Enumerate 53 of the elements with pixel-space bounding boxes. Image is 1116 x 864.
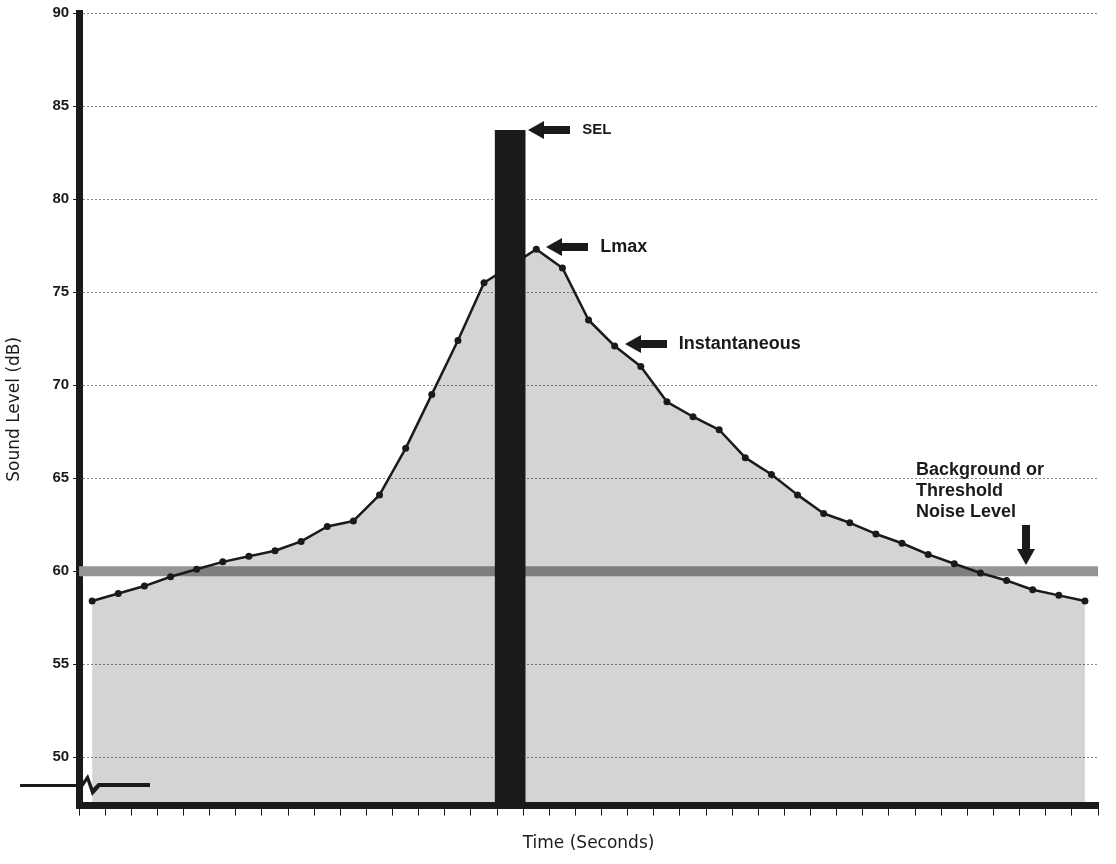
point — [898, 539, 906, 547]
point — [532, 245, 540, 253]
annotation: SEL — [582, 120, 612, 138]
ref-line-label: Background or Threshold Noise Level — [916, 459, 1045, 522]
point — [349, 517, 357, 525]
y-axis-title: Sound Level (dB) — [2, 336, 23, 482]
point — [271, 547, 279, 555]
point — [1029, 586, 1037, 594]
point — [585, 316, 593, 324]
point — [167, 573, 175, 581]
point — [140, 582, 148, 590]
point — [689, 413, 697, 421]
point — [428, 390, 436, 398]
point — [454, 336, 462, 344]
point — [924, 550, 932, 558]
point — [323, 523, 331, 531]
y-tick-label: 65 — [52, 468, 70, 486]
point — [715, 426, 723, 434]
point — [741, 454, 749, 462]
x-axis-title: Time (Seconds) — [521, 832, 655, 853]
y-tick-label: 50 — [52, 747, 70, 765]
point — [950, 560, 958, 568]
point — [1055, 591, 1063, 599]
point — [1081, 597, 1089, 605]
y-tick-label: 85 — [52, 96, 70, 114]
point — [480, 279, 488, 287]
y-tick-label: 80 — [52, 189, 70, 207]
point — [402, 444, 410, 452]
point — [820, 509, 828, 517]
point — [1003, 576, 1011, 584]
annotation: Instantaneous — [678, 333, 801, 354]
y-tick-label: 70 — [52, 375, 70, 393]
point — [611, 342, 619, 350]
point — [637, 363, 645, 371]
point — [976, 569, 984, 577]
point — [872, 530, 880, 538]
point — [376, 491, 384, 499]
point — [767, 470, 775, 478]
point — [558, 264, 566, 272]
point — [193, 565, 201, 573]
point — [794, 491, 802, 499]
point — [114, 590, 122, 597]
annotation: Lmax — [600, 236, 648, 257]
y-tick-label: 60 — [52, 561, 70, 579]
y-tick-label: 90 — [52, 3, 70, 21]
y-tick-label: 55 — [52, 654, 70, 672]
y-tick-label: 75 — [52, 282, 70, 300]
point — [297, 537, 305, 545]
point — [663, 398, 671, 406]
point — [846, 519, 854, 527]
point — [88, 597, 96, 605]
point — [219, 558, 227, 566]
point — [245, 552, 253, 560]
